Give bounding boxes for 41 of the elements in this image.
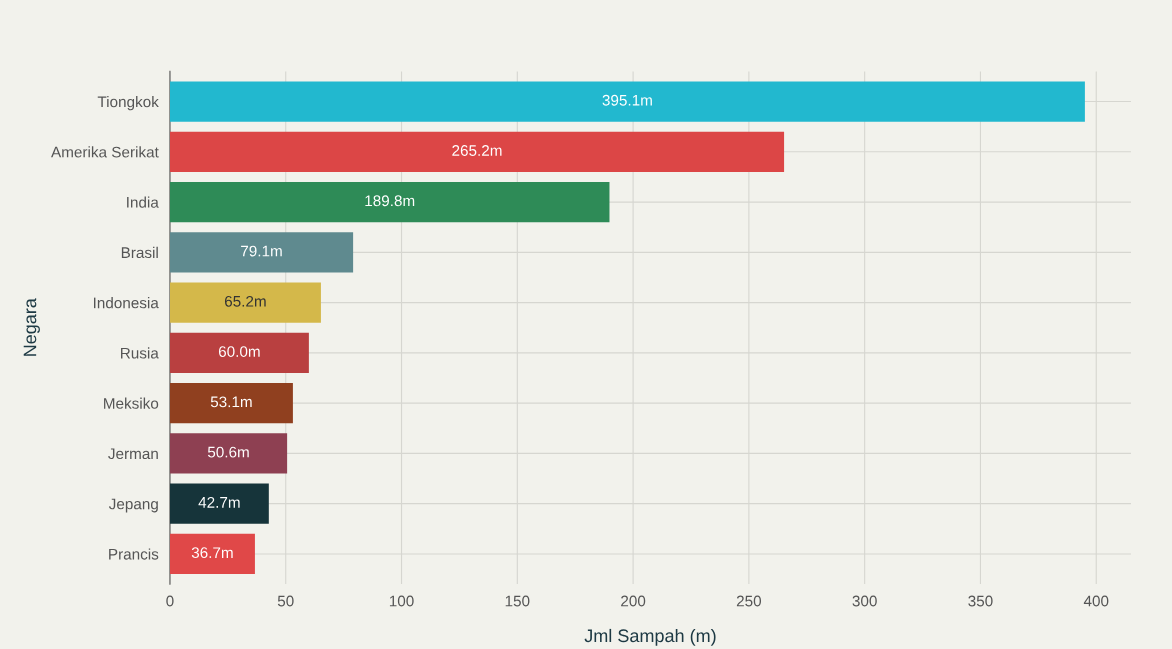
y-tick-label: Rusia [121,347,159,359]
bar [169,383,293,424]
data-label: 189.8m [365,195,415,207]
x-tick-label: 50 [277,595,294,607]
x-tick-label: 350 [968,595,993,607]
y-tick-label: Amerika Serikat [51,146,159,158]
bar [169,282,321,323]
x-tick-label: 400 [1083,595,1109,607]
bar [169,483,269,524]
data-label: 265.2m [452,145,502,156]
x-tick-label: 200 [621,595,646,607]
y-tick-label: Jerman [108,448,158,460]
data-label: 65.2m [224,295,266,307]
bar [169,332,309,373]
x-tick-label: 100 [389,595,414,607]
data-label: 50.6m [207,446,249,458]
data-label: 42.7m [198,496,240,508]
y-tick-label: Prancis [109,548,159,560]
y-tick-label: Indonesia [93,297,159,309]
data-label: 36.7m [191,547,233,559]
y-tick-label: India [127,196,159,208]
x-axis-title: Jml Sampah (m) [584,628,716,646]
x-tick-label: 300 [852,595,877,607]
data-label: 395.1m [602,94,652,106]
y-tick-label: Meksiko [104,397,159,409]
x-tick-label: 150 [505,595,530,607]
bar [169,232,354,273]
data-label: 79.1m [241,245,282,257]
y-axis-title: Negara [23,298,40,356]
bar [169,131,785,172]
y-tick-label: Tiongkok [97,96,159,111]
bar [169,533,255,575]
y-tick-label: Jepang [108,498,158,513]
data-label: 60.0m [218,346,260,357]
data-label: 53.1m [210,396,252,408]
x-tick-label: 250 [736,595,762,607]
x-tick-label: 0 [166,595,174,607]
bar [169,81,1085,122]
bar [169,181,610,223]
y-tick-label: Brasil [121,246,158,259]
bar [169,433,288,474]
